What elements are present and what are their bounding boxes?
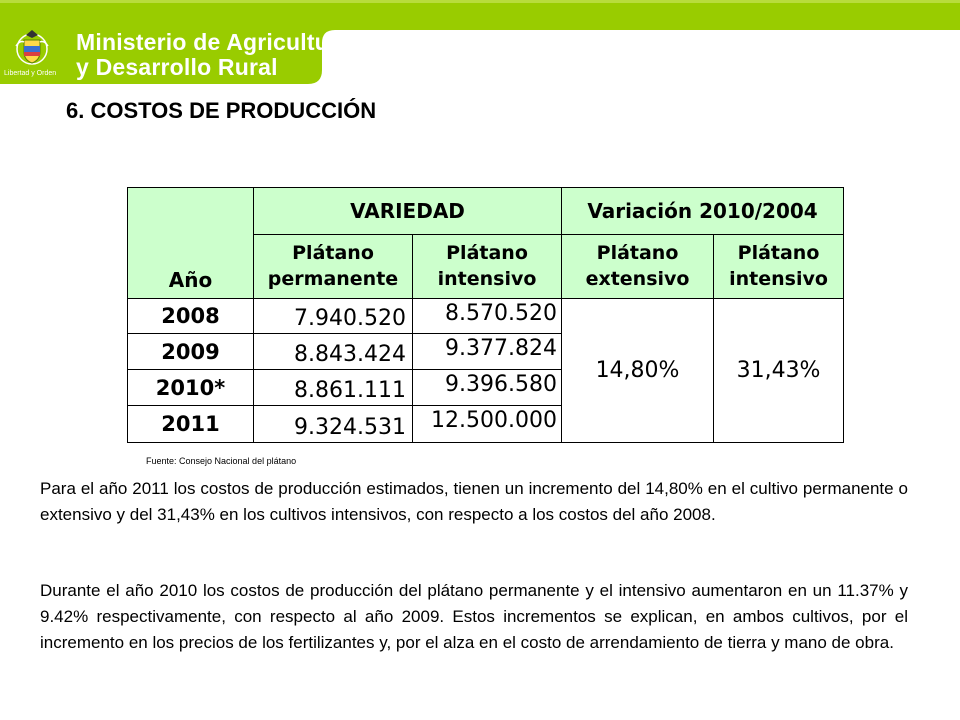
costs-table: Año VARIEDAD Variación 2010/2004 Plátano…: [127, 186, 845, 444]
table-row: 2008 7.940.520 8.570.520 14,80% 31,43%: [127, 297, 845, 444]
variation-intensivo: 31,43%: [713, 297, 845, 444]
year-cell: 2011: [127, 405, 254, 443]
col-header-intensivo: Plátano intensivo: [411, 234, 563, 299]
variation-extensivo: 14,80%: [561, 297, 715, 444]
paragraph-1: Para el año 2011 los costos de producció…: [40, 479, 908, 524]
header-banner: Libertad y Orden Ministerio de Agricultu…: [0, 0, 960, 90]
value-intensivo: 9.377.824: [411, 333, 563, 371]
source-note: Fuente: Consejo Nacional del plátano: [146, 456, 297, 466]
coat-of-arms-icon: [15, 30, 49, 65]
costs-table-wrapper: Año VARIEDAD Variación 2010/2004 Plátano…: [127, 186, 845, 444]
table-row: 2010* 8.861.111 9.396.580: [127, 369, 844, 407]
table-header-row-1: Año VARIEDAD Variación 2010/2004: [127, 186, 845, 299]
col-header-line: Plátano: [446, 242, 528, 265]
col-header-line: extensivo: [585, 268, 690, 291]
col-header-line: Plátano: [596, 242, 679, 265]
col-header-line: Plátano: [737, 242, 820, 265]
table-row: 2009 8.843.424 9.377.824: [127, 333, 844, 371]
col-header-permanente: Plátano permanente: [253, 234, 413, 299]
ministry-line-1: Ministerio de Agricultura: [76, 29, 352, 55]
col-header-intensivo-variation: Plátano intensivo: [713, 234, 845, 299]
value-permanente: 7.940.520: [253, 297, 413, 335]
value-permanente: 8.843.424: [253, 333, 413, 371]
page-title: 6. COSTOS DE PRODUCCIÓN: [66, 98, 377, 123]
group-header-variedad: VARIEDAD: [252, 186, 563, 236]
year-cell: 2008: [127, 297, 254, 335]
value-intensivo: 12.500.000: [411, 405, 563, 443]
year-cell: 2010*: [127, 369, 254, 407]
table-header-row-2: Plátano permanente Plátano intensivo Plá…: [128, 234, 845, 299]
group-header-variacion: Variación 2010/2004: [561, 186, 845, 236]
value-intensivo: 8.570.520: [411, 297, 563, 335]
motto-text: Libertad y Orden: [4, 70, 57, 77]
col-header-line: intensivo: [437, 268, 537, 291]
year-cell: 2009: [127, 333, 254, 371]
banner-shape: [0, 0, 960, 84]
value-intensivo: 9.396.580: [411, 369, 563, 407]
value-permanente: 9.324.531: [253, 405, 413, 443]
value-permanente: 8.861.111: [253, 369, 413, 407]
col-header-line: Plátano: [292, 242, 374, 265]
year-header: Año: [127, 187, 254, 299]
ministry-line-2: y Desarrollo Rural: [76, 54, 278, 80]
ministry-name: Ministerio de Agricultura y Desarrollo R…: [76, 30, 351, 80]
col-header-extensivo: Plátano extensivo: [561, 234, 715, 299]
col-header-line: permanente: [267, 268, 399, 291]
table-row: 2011 9.324.531 12.500.000: [127, 405, 844, 443]
col-header-line: intensivo: [729, 268, 828, 291]
paragraph-2: Durante el año 2010 los costos de produc…: [40, 581, 908, 652]
